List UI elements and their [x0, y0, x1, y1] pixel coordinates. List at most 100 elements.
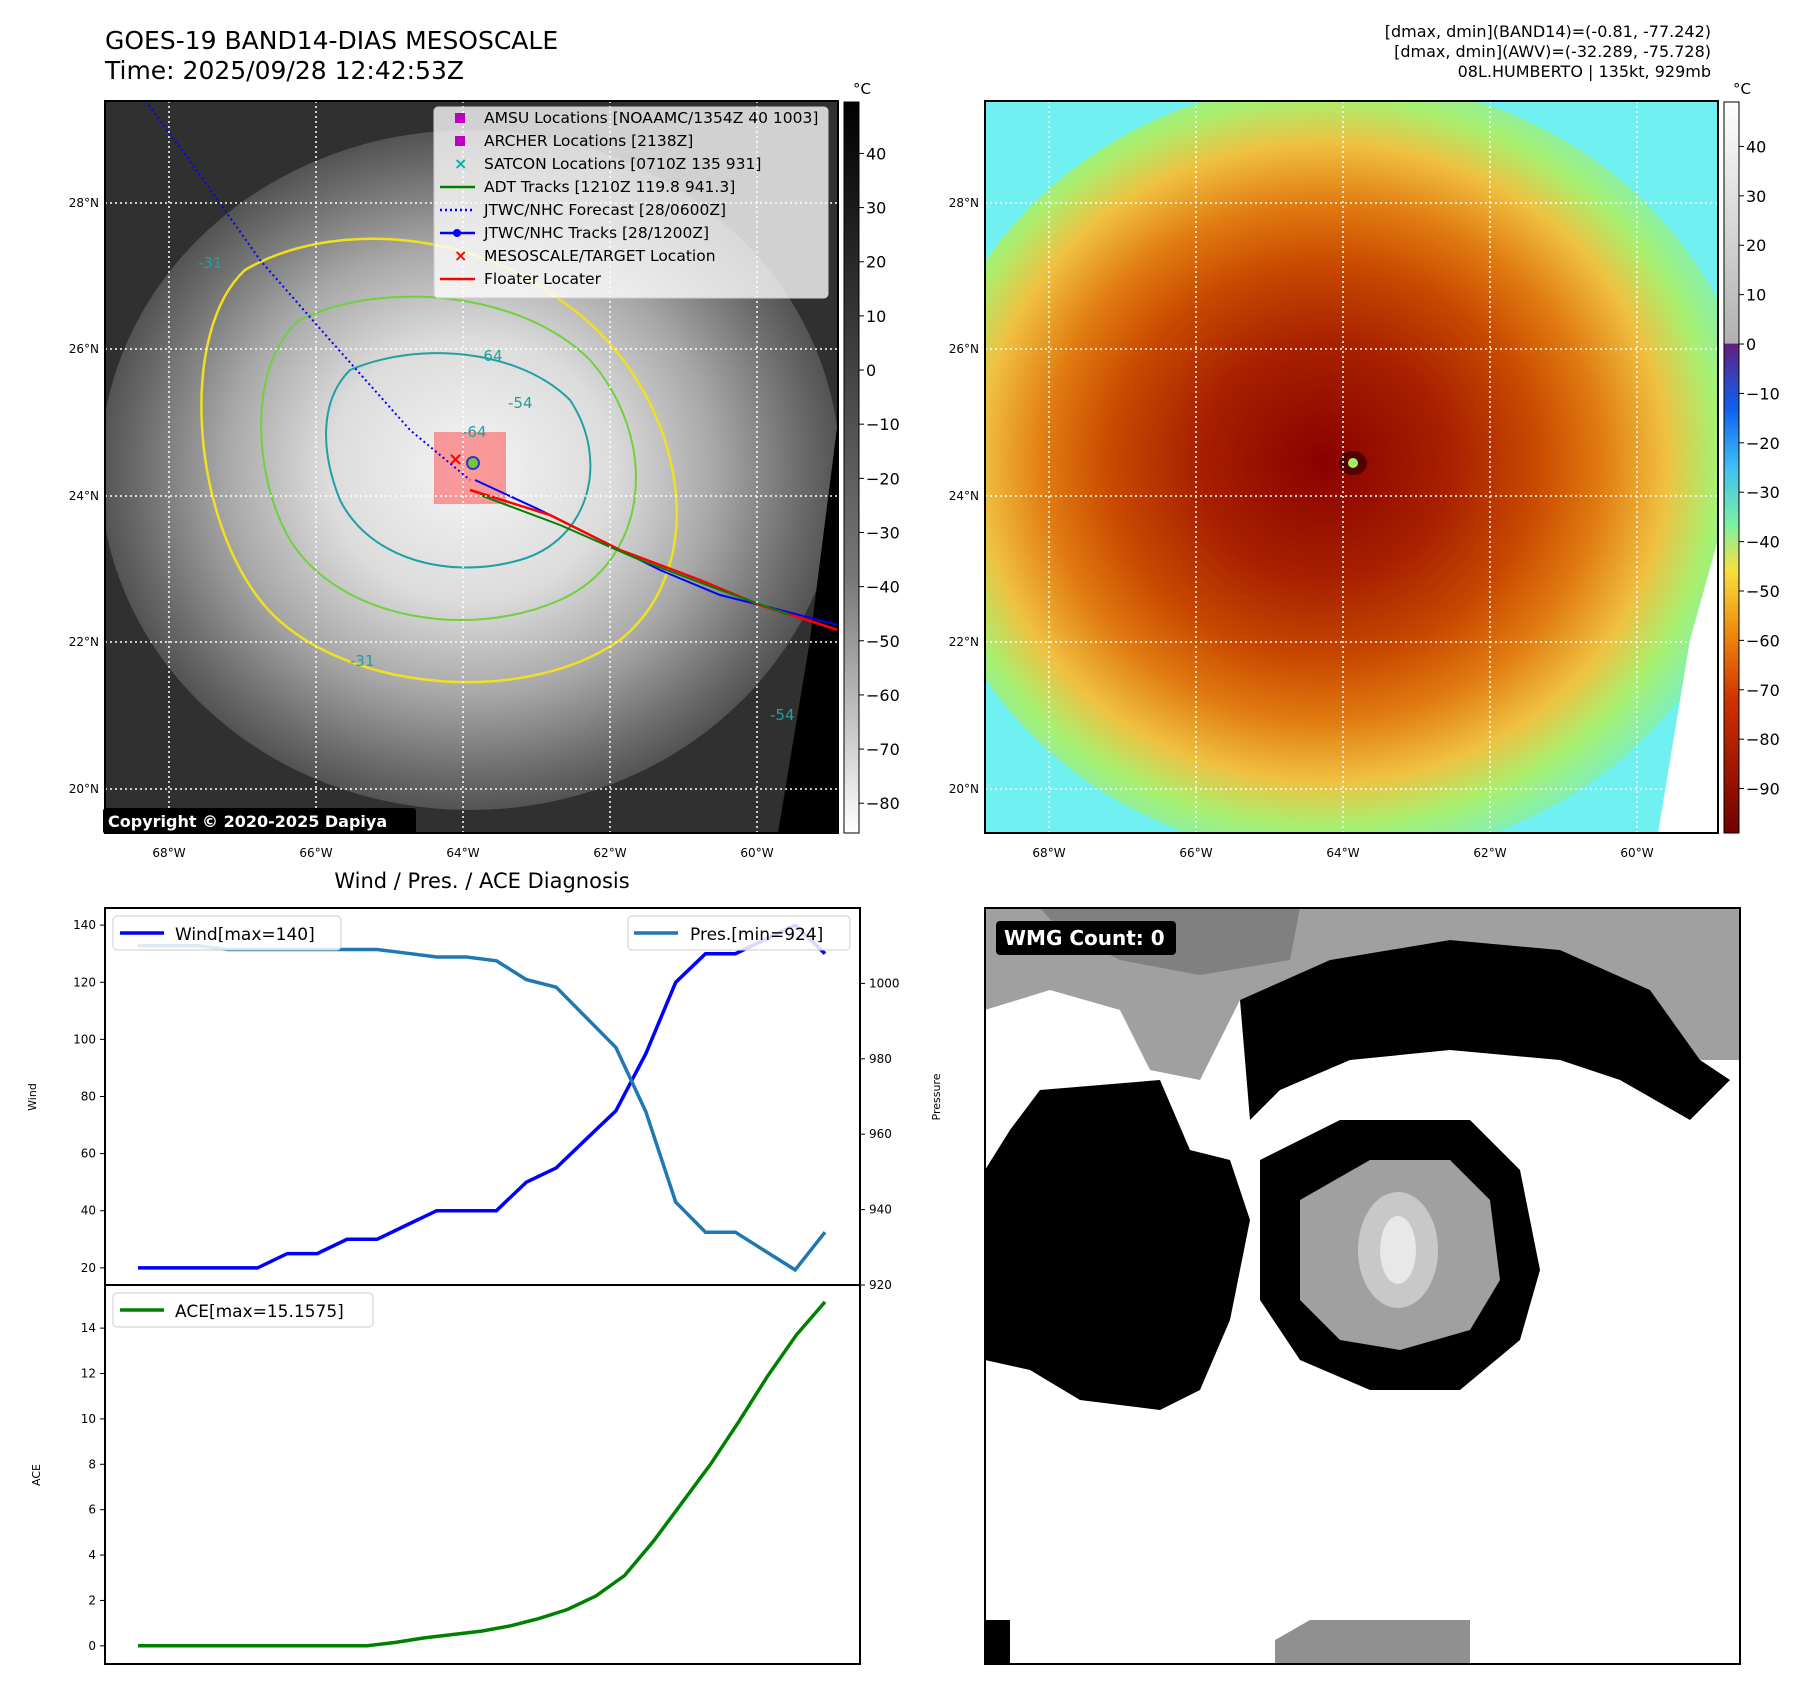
- ir-no-data-wedge: [778, 420, 838, 833]
- ir-legend: AMSU Locations [NOAAMC/1354Z 40 1003] ARC…: [433, 106, 829, 299]
- ir-lat-label: 22°N: [69, 635, 99, 649]
- adt-track-line: [479, 494, 791, 616]
- ir-contour-middle: [260, 295, 637, 621]
- legend-item-label: AMSU Locations [NOAAMC/1354Z 40 1003]: [484, 109, 818, 127]
- ir-contour-label: -64: [462, 423, 487, 441]
- ace-axis-label: ACE: [30, 1464, 43, 1486]
- wmg-bottom-gray-patch: [1275, 1620, 1470, 1664]
- title-line-2: Time: 2025/09/28 12:42:53Z: [105, 56, 464, 85]
- awv-lat-labels: 28°N 26°N 24°N 22°N 20°N: [949, 196, 979, 796]
- ir-cbar-ticks-label: −60: [866, 686, 900, 705]
- ace-frame: [104, 1284, 861, 1665]
- ir-contour-label: -64: [478, 347, 503, 365]
- awv-cbar-ticks-label: −90: [1746, 780, 1780, 799]
- ace-tick-label: 10: [81, 1412, 96, 1426]
- ir-cbar-ticks-label: 0: [866, 361, 876, 380]
- storm-info: [dmax, dmin](BAND14)=(-0.81, -77.242) [d…: [1385, 22, 1711, 82]
- legend-item-label: SATCON Locations [0710Z 135 931]: [484, 155, 761, 173]
- wind-axis-ticks: 20 40 60 80 100 120 140: [73, 918, 105, 1275]
- ace-series-line: [138, 1300, 827, 1648]
- ace-tick-label: 4: [88, 1548, 96, 1562]
- awv-gridlines: [985, 101, 1718, 833]
- ir-contour-label: -31: [198, 254, 223, 272]
- ace-legend-box: [112, 1292, 374, 1328]
- ir-lat-label: 20°N: [69, 782, 99, 796]
- wind-series-line: [138, 922, 827, 1270]
- ir-lat-label: 26°N: [69, 342, 99, 356]
- pressure-axis-label: Pressure: [930, 1073, 943, 1120]
- wind-tick-label: 80: [81, 1090, 96, 1104]
- pressure-legend-label: Pres.[min=924]: [690, 925, 823, 945]
- ir-contour-label: -54: [770, 706, 795, 724]
- awv-colorbar-ticks: 40 30 20 10 0 −10 −20 −30 −40 −50 −60 −70 −80 −90: [1739, 137, 1780, 799]
- wmg-count-text: WMG Count: 0: [1004, 926, 1165, 950]
- legend-dot-marker: [453, 229, 461, 237]
- awv-colorbar-unit: °C: [1733, 80, 1751, 98]
- ir-map-frame: [104, 100, 839, 834]
- ir-cbar-ticks-label: −40: [866, 578, 900, 597]
- awv-cbar-ticks-label: 20: [1746, 236, 1766, 255]
- ir-lon-label: 64°W: [446, 846, 479, 860]
- legend-item-label: ARCHER Locations [2138Z]: [484, 132, 693, 150]
- wmg-count-badge: [996, 921, 1176, 955]
- ir-cbar-ticks-label: −10: [866, 415, 900, 434]
- ace-chart: 0 2 4 6 8 10 12 14 ACE ACE[max=15.1575]: [30, 1284, 861, 1665]
- nhc-track-line: [474, 479, 838, 626]
- legend-item-label: Floater Locater: [484, 270, 602, 288]
- ir-lat-label: 28°N: [69, 196, 99, 210]
- awv-lat-label: 20°N: [949, 782, 979, 796]
- ir-lon-label: 62°W: [593, 846, 626, 860]
- pressure-tick-label: 920: [869, 1278, 892, 1292]
- legend-item-label: MESOSCALE/TARGET Location: [484, 247, 716, 265]
- legend-square-marker: [455, 113, 465, 123]
- pressure-legend: Pres.[min=924]: [627, 915, 851, 951]
- ir-cbar-ticks-label: 30: [866, 199, 886, 218]
- ace-tick-label: 6: [88, 1503, 96, 1517]
- ace-legend-label: ACE[max=15.1575]: [175, 1302, 344, 1322]
- ace-tick-label: 12: [81, 1367, 96, 1381]
- ir-colorbar-ticks: 40 30 20 10 0 −10 −20 −30 −40 −50 −60 −70 −80: [859, 144, 900, 813]
- title-line-1: GOES-19 BAND14-DIAS MESOSCALE: [105, 26, 559, 55]
- legend-item-label: JTWC/NHC Tracks [28/1200Z]: [483, 224, 709, 242]
- main-title: GOES-19 BAND14-DIAS MESOSCALE Time: 2025…: [105, 26, 558, 86]
- forecast-track-line: [145, 101, 471, 481]
- legend-x-marker: ×: [454, 246, 467, 265]
- wind-pressure-frame: [104, 907, 861, 1286]
- info-band14-range: [dmax, dmin](BAND14)=(-0.81, -77.242): [1384, 22, 1711, 41]
- legend-item-label: ADT Tracks [1210Z 119.8 941.3]: [484, 178, 735, 196]
- awv-cbar-ticks-label: −10: [1746, 384, 1780, 403]
- awv-lon-label: 60°W: [1620, 846, 1653, 860]
- wmg-cold-ring-left: [985, 1080, 1250, 1410]
- awv-lon-labels: 68°W 66°W 64°W 62°W 60°W: [1032, 846, 1653, 860]
- awv-cbar-ticks-label: −40: [1746, 533, 1780, 552]
- ir-cbar-ticks-label: −50: [866, 632, 900, 651]
- ace-tick-label: 0: [88, 1639, 96, 1653]
- awv-lon-label: 66°W: [1179, 846, 1212, 860]
- legend-item-label: JTWC/NHC Forecast [28/0600Z]: [483, 201, 726, 219]
- pressure-axis-ticks: 920 940 960 980 1000: [860, 976, 900, 1292]
- ir-lon-label: 60°W: [740, 846, 773, 860]
- wmg-eye-center: [1380, 1216, 1416, 1284]
- awv-lat-label: 28°N: [949, 196, 979, 210]
- ace-tick-label: 14: [81, 1321, 96, 1335]
- wmg-panel: WMG Count: 0: [984, 907, 1741, 1665]
- ace-tick-label: 8: [88, 1457, 96, 1471]
- awv-map-frame: [984, 100, 1719, 834]
- awv-lat-label: 26°N: [949, 342, 979, 356]
- pressure-tick-label: 940: [869, 1203, 892, 1217]
- ir-colorbar: [843, 101, 860, 834]
- ir-contour-inner: [325, 352, 592, 569]
- ir-cbar-ticks-label: −80: [866, 794, 900, 813]
- pressure-tick-label: 980: [869, 1052, 892, 1066]
- copyright-badge: [103, 808, 416, 834]
- ir-contour-labels: -64 -54 -64 -31 -31 -54: [198, 254, 795, 724]
- legend-square-marker: [455, 136, 465, 146]
- wmg-frame: [984, 907, 1741, 1665]
- storm-eye-marker: [466, 456, 480, 470]
- pressure-tick-label: 1000: [869, 976, 900, 990]
- ir-lon-labels: 68°W 66°W 64°W 62°W 60°W: [152, 846, 773, 860]
- copyright-text: Copyright © 2020-2025 Dapiya: [108, 812, 387, 831]
- ir-lon-label: 68°W: [152, 846, 185, 860]
- awv-cbar-ticks-label: 0: [1746, 335, 1756, 354]
